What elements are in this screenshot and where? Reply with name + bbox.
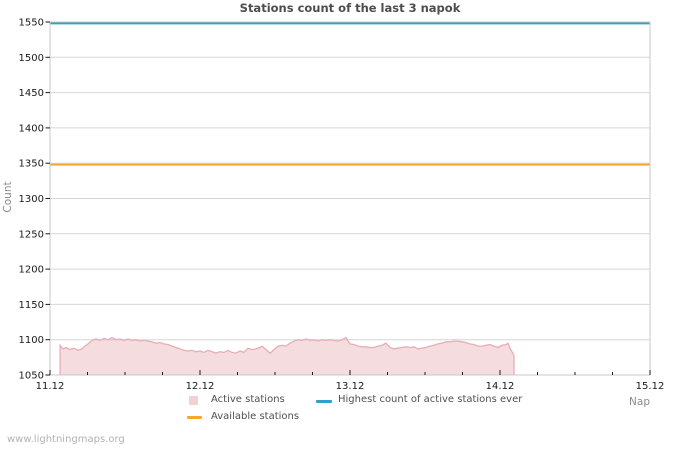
svg-text:1550: 1550	[19, 18, 44, 29]
svg-text:13.12: 13.12	[336, 381, 365, 392]
active-stations-area	[60, 337, 514, 375]
svg-text:1350: 1350	[19, 159, 44, 170]
gridlines	[50, 21, 650, 376]
highest-count-swatch	[316, 400, 332, 403]
svg-text:1150: 1150	[19, 300, 44, 311]
svg-text:11.12: 11.12	[36, 381, 65, 392]
svg-text:12.12: 12.12	[186, 381, 215, 392]
svg-text:1100: 1100	[19, 335, 44, 346]
svg-text:1200: 1200	[19, 265, 44, 276]
y-axis-ticks: 1050 1100 1150 1200 1250 1300 1350 1400 1450 1500…	[19, 18, 50, 382]
available-stations-swatch	[187, 416, 202, 419]
legend-label-highest-count: Highest count of active stations ever	[338, 394, 523, 405]
svg-text:1300: 1300	[19, 194, 44, 205]
active-stations-swatch	[189, 396, 198, 405]
svg-text:15.12: 15.12	[636, 381, 665, 392]
svg-text:1250: 1250	[19, 229, 44, 240]
watermark: www.lightningmaps.org	[7, 434, 125, 445]
x-axis-ticks: 11.12 12.12 13.12 14.12 15.12	[36, 370, 665, 392]
legend-label-available-stations: Available stations	[211, 411, 300, 422]
active-stations-edge	[59, 336, 515, 375]
x-axis-title: Nap	[629, 396, 650, 408]
svg-text:1050: 1050	[19, 371, 44, 382]
svg-text:14.12: 14.12	[486, 381, 515, 392]
svg-text:1450: 1450	[19, 88, 44, 99]
svg-text:1500: 1500	[19, 53, 44, 64]
chart-title: Stations count of the last 3 napok	[239, 1, 461, 15]
svg-text:1400: 1400	[19, 123, 44, 134]
legend-label-active-stations: Active stations	[211, 394, 285, 405]
